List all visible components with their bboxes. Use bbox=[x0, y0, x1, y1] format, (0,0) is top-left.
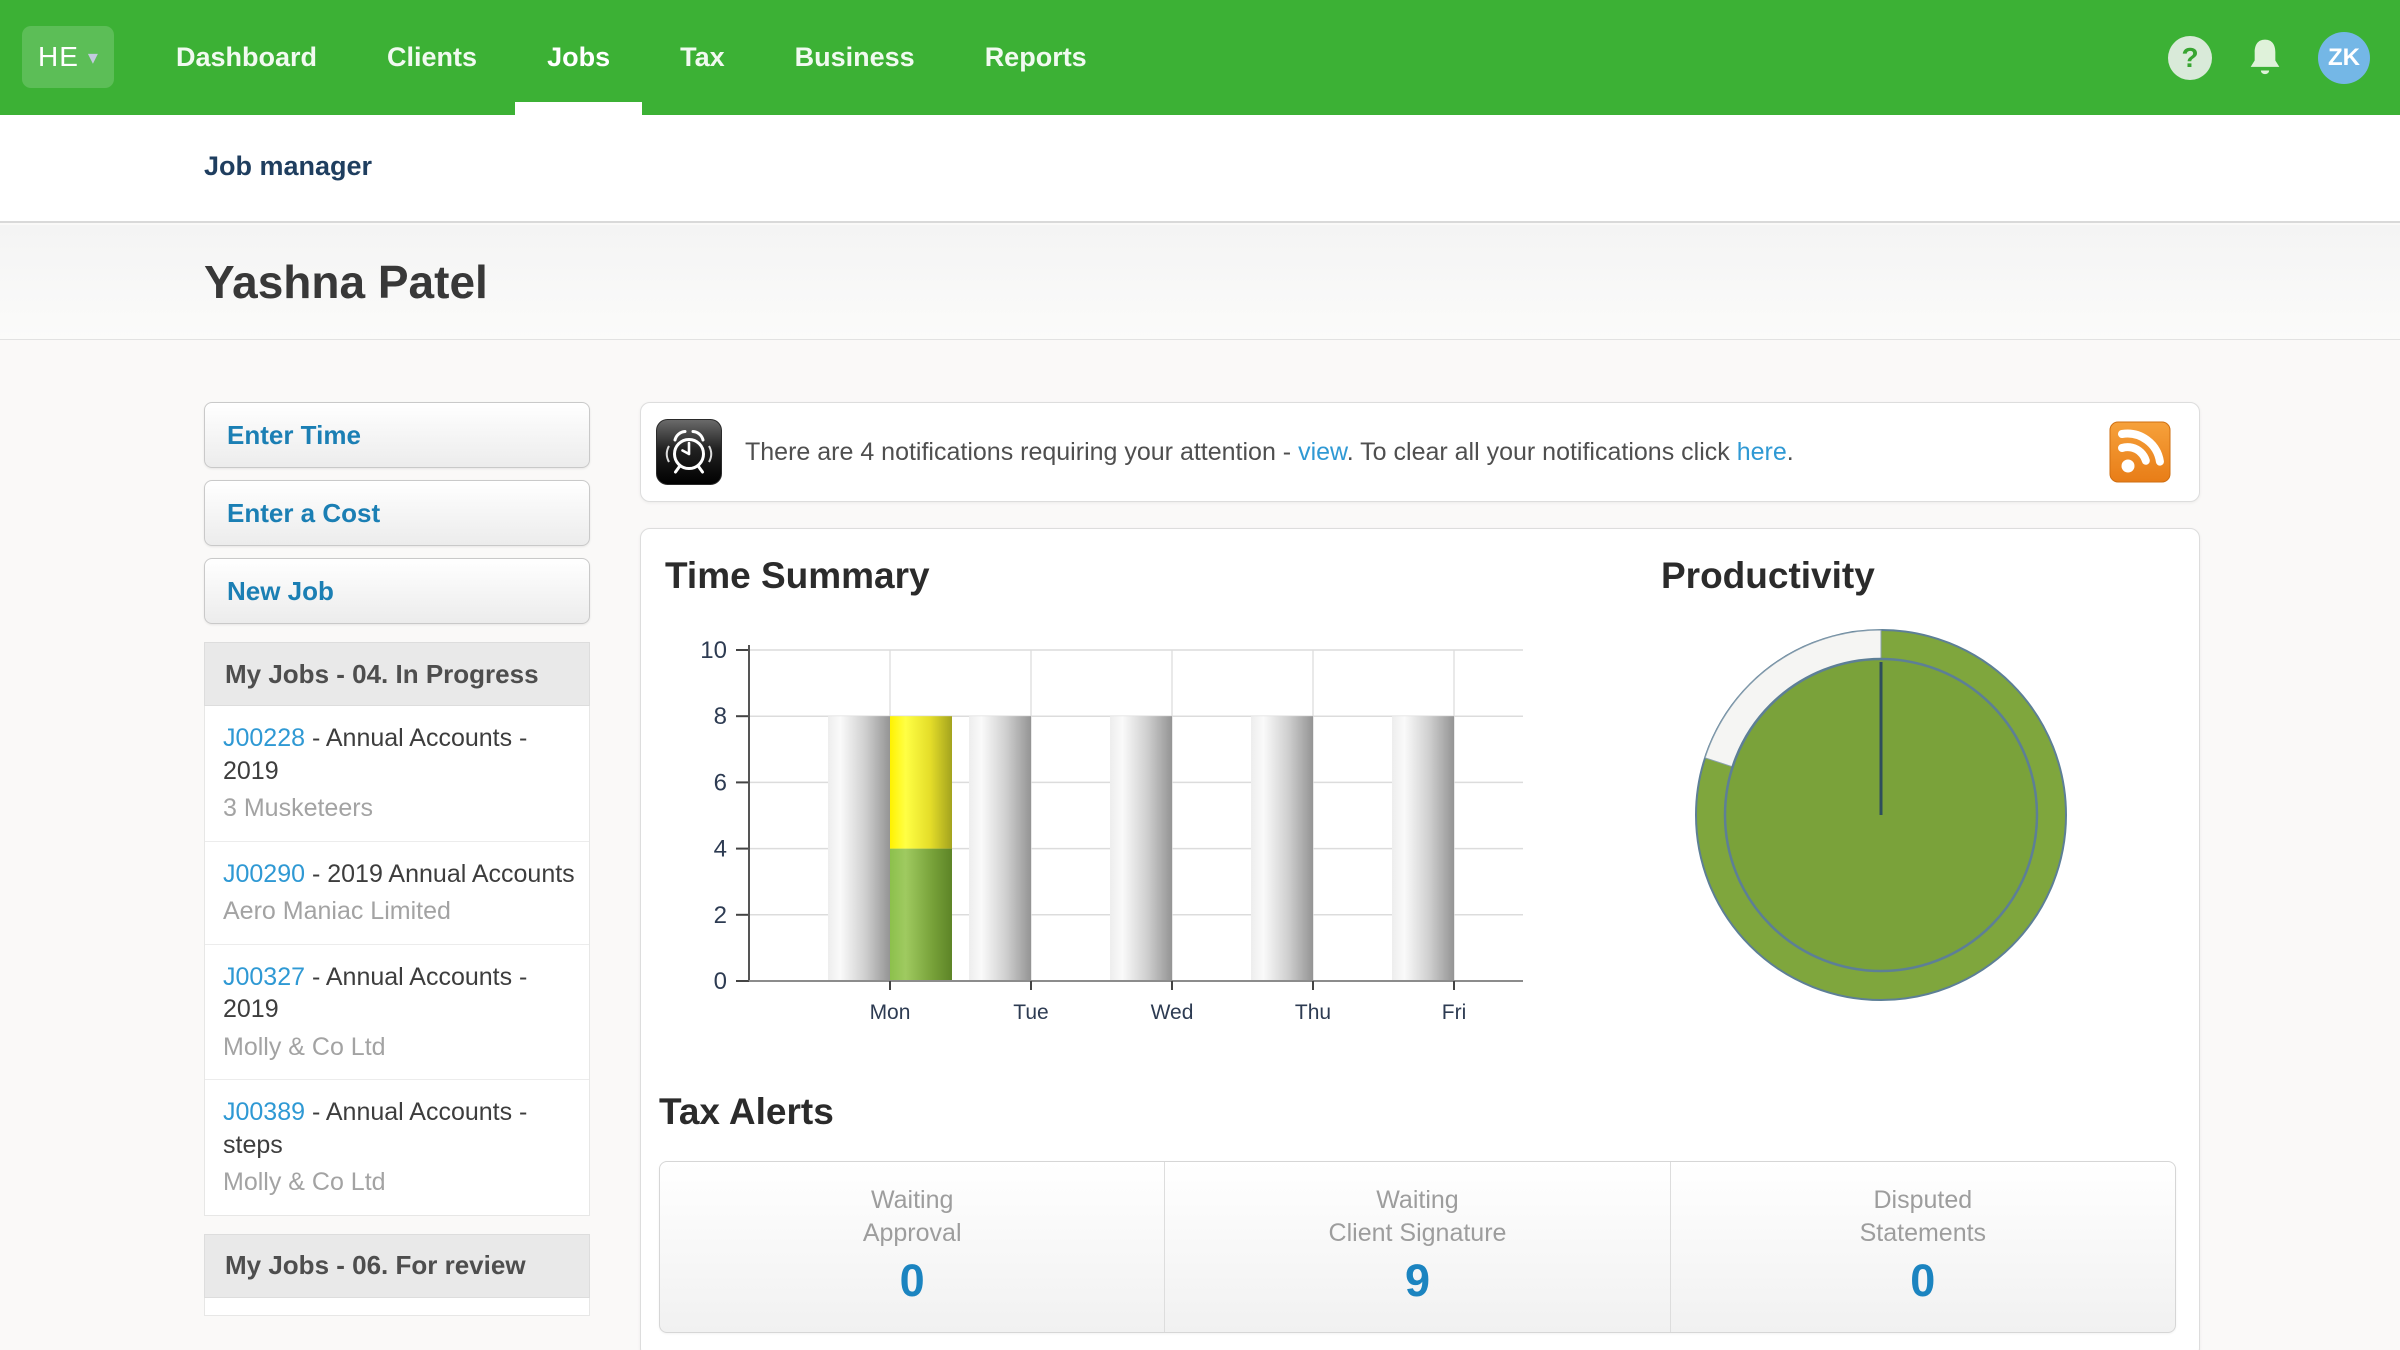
new-job-button[interactable]: New Job bbox=[204, 558, 590, 624]
job-client: Molly & Co Ltd bbox=[223, 1166, 581, 1199]
enter-time-button[interactable]: Enter Time bbox=[204, 402, 590, 468]
enter-a-cost-button[interactable]: Enter a Cost bbox=[204, 480, 590, 546]
job-title: - 2019 Annual Accounts bbox=[305, 860, 575, 888]
svg-text:Wed: Wed bbox=[1151, 1001, 1194, 1024]
sidebar-section-in-progress[interactable]: My Jobs - 04. In Progress bbox=[204, 642, 590, 706]
job-client: Aero Maniac Limited bbox=[223, 895, 581, 928]
job-code-link[interactable]: J00290 bbox=[223, 860, 305, 888]
title-band: Yashna Patel bbox=[0, 225, 2400, 340]
job-list-item: J00290 - 2019 Annual Accounts Aero Maniac… bbox=[205, 842, 589, 945]
notification-middle: . To clear all your notifications click bbox=[1347, 438, 1737, 466]
job-list-item: J00327 - Annual Accounts - 2019Molly & C… bbox=[205, 945, 589, 1081]
help-icon[interactable]: ? bbox=[2168, 36, 2212, 80]
app-logo-text: HE bbox=[38, 41, 79, 73]
user-avatar[interactable]: ZK bbox=[2318, 32, 2370, 84]
alarm-clock-icon bbox=[655, 418, 723, 486]
job-list-item: J00228 - Annual Accounts - 20193 Muskete… bbox=[205, 706, 589, 842]
nav-item-clients[interactable]: Clients bbox=[381, 0, 483, 115]
notification-text: There are 4 notifications requiring your… bbox=[745, 438, 2109, 467]
sidebar-section-for-review[interactable]: My Jobs - 06. For review bbox=[204, 1234, 590, 1298]
tax-alerts-heading: Tax Alerts bbox=[659, 1091, 834, 1133]
bell-icon[interactable] bbox=[2244, 35, 2286, 81]
page-title: Yashna Patel bbox=[204, 255, 488, 309]
breadcrumb: Job manager bbox=[204, 151, 372, 182]
nav-right: ? ZK bbox=[2168, 0, 2370, 115]
nav-item-reports[interactable]: Reports bbox=[979, 0, 1093, 115]
job-list-item: J00389 - Annual Accounts - stepsMolly & … bbox=[205, 1080, 589, 1215]
tax-alerts-box: Waiting Approval 0Waiting Client Signatur… bbox=[659, 1161, 2176, 1333]
svg-text:4: 4 bbox=[714, 836, 727, 863]
svg-text:8: 8 bbox=[714, 703, 727, 730]
job-list-stub bbox=[204, 1298, 590, 1316]
bell-icon-glyph bbox=[2245, 36, 2285, 80]
tax-alert-value: 0 bbox=[660, 1255, 1164, 1307]
productivity-gauge bbox=[1689, 623, 2073, 1007]
svg-text:Thu: Thu bbox=[1295, 1001, 1331, 1024]
svg-text:6: 6 bbox=[714, 769, 727, 796]
tax-alert-card[interactable]: Waiting Client Signature 9 bbox=[1164, 1162, 1669, 1332]
notification-prefix: There are 4 notifications requiring your… bbox=[745, 438, 1298, 466]
svg-text:Fri: Fri bbox=[1442, 1001, 1467, 1024]
notification-suffix: . bbox=[1787, 438, 1794, 466]
svg-text:0: 0 bbox=[714, 968, 727, 995]
time-summary-chart: 0 2 4 6 8 10 Mon Tue Wed Thu Fri bbox=[649, 615, 1534, 1060]
tax-alert-card[interactable]: Disputed Statements 0 bbox=[1670, 1162, 2175, 1332]
nav-item-tax[interactable]: Tax bbox=[674, 0, 731, 115]
job-client: Molly & Co Ltd bbox=[223, 1031, 581, 1064]
job-list: J00228 - Annual Accounts - 20193 Muskete… bbox=[204, 706, 590, 1216]
top-nav: HE ▾ Dashboard Clients Jobs Tax Business Repo… bbox=[0, 0, 2400, 115]
tax-alert-label: Waiting Approval bbox=[660, 1184, 1164, 1249]
sidebar: Enter Time Enter a Cost New Job My Jobs … bbox=[204, 402, 590, 1316]
nav-items: Dashboard Clients Jobs Tax Business Reports bbox=[170, 0, 1151, 115]
view-link[interactable]: view bbox=[1298, 438, 1347, 466]
nav-item-jobs[interactable]: Jobs bbox=[541, 0, 616, 115]
here-link[interactable]: here bbox=[1737, 438, 1787, 466]
tax-alert-card[interactable]: Waiting Approval 0 bbox=[660, 1162, 1164, 1332]
rss-icon[interactable] bbox=[2109, 421, 2171, 483]
tax-alert-label: Disputed Statements bbox=[1671, 1184, 2175, 1249]
job-code-link[interactable]: J00327 bbox=[223, 963, 305, 991]
productivity-heading: Productivity bbox=[1661, 555, 1875, 597]
job-code-link[interactable]: J00389 bbox=[223, 1098, 305, 1126]
tax-alert-value: 9 bbox=[1165, 1255, 1669, 1307]
page: HE ▾ Dashboard Clients Jobs Tax Business Repo… bbox=[0, 0, 2400, 1350]
tax-alert-value: 0 bbox=[1671, 1255, 2175, 1307]
time-summary-heading: Time Summary bbox=[665, 555, 930, 597]
svg-text:2: 2 bbox=[714, 902, 727, 929]
app-logo-menu[interactable]: HE ▾ bbox=[22, 26, 114, 88]
nav-item-business[interactable]: Business bbox=[789, 0, 921, 115]
svg-text:Mon: Mon bbox=[870, 1001, 911, 1024]
nav-item-dashboard[interactable]: Dashboard bbox=[170, 0, 323, 115]
svg-text:10: 10 bbox=[700, 637, 727, 664]
job-client: 3 Musketeers bbox=[223, 792, 581, 825]
notification-bar: There are 4 notifications requiring your… bbox=[640, 402, 2200, 502]
svg-text:Tue: Tue bbox=[1013, 1001, 1048, 1024]
breadcrumb-band: Job manager bbox=[0, 115, 2400, 223]
dashboard-card: Time Summary Productivity 0 2 4 6 8 10 Mon Tue W… bbox=[640, 528, 2200, 1350]
job-code-link[interactable]: J00228 bbox=[223, 724, 305, 752]
chevron-down-icon: ▾ bbox=[88, 45, 98, 70]
tax-alert-label: Waiting Client Signature bbox=[1165, 1184, 1669, 1249]
